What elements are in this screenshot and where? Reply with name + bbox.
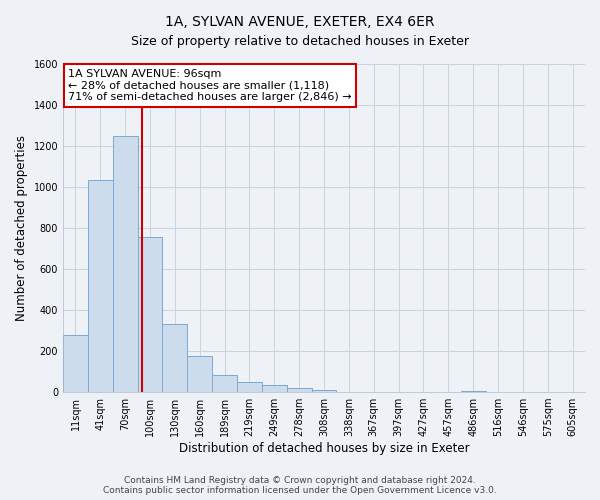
Text: Size of property relative to detached houses in Exeter: Size of property relative to detached ho… — [131, 35, 469, 48]
Bar — [63, 334, 88, 392]
Bar — [163, 324, 187, 392]
Text: 1A SYLVAN AVENUE: 96sqm
← 28% of detached houses are smaller (1,118)
71% of semi: 1A SYLVAN AVENUE: 96sqm ← 28% of detache… — [68, 69, 352, 102]
Bar — [113, 136, 137, 392]
Text: 1A, SYLVAN AVENUE, EXETER, EX4 6ER: 1A, SYLVAN AVENUE, EXETER, EX4 6ER — [165, 15, 435, 29]
Bar — [461, 391, 485, 392]
Bar — [88, 180, 113, 392]
Bar — [311, 390, 337, 392]
X-axis label: Distribution of detached houses by size in Exeter: Distribution of detached houses by size … — [179, 442, 469, 455]
Y-axis label: Number of detached properties: Number of detached properties — [15, 135, 28, 321]
Bar — [212, 374, 237, 392]
Bar — [137, 238, 163, 392]
Bar — [187, 356, 212, 392]
Text: Contains HM Land Registry data © Crown copyright and database right 2024.
Contai: Contains HM Land Registry data © Crown c… — [103, 476, 497, 495]
Bar — [287, 388, 311, 392]
Bar — [237, 382, 262, 392]
Bar — [262, 385, 287, 392]
